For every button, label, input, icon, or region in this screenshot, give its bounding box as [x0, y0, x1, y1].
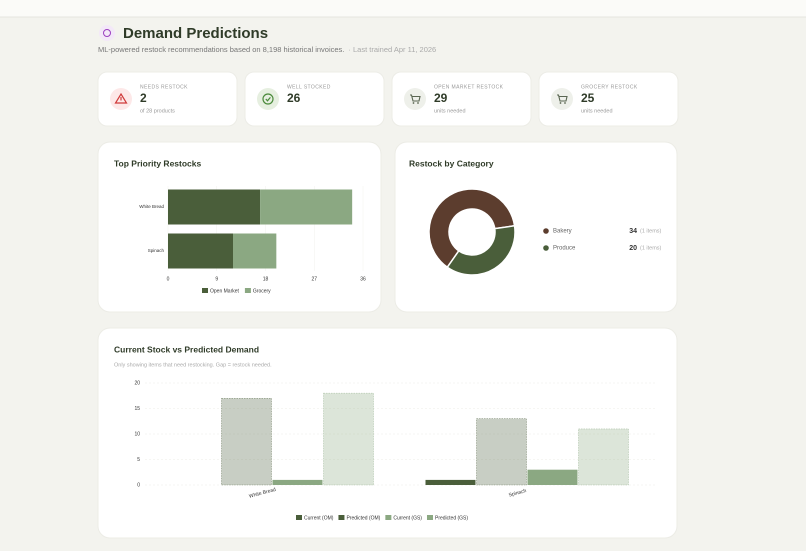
- card-icon: [257, 88, 279, 110]
- chart-subtitle: Only showing items that need restocking.…: [114, 362, 272, 368]
- x-tick-label: 27: [311, 276, 317, 282]
- legend-label: Grocery: [253, 288, 271, 294]
- chart-title: Top Priority Restocks: [114, 158, 201, 168]
- y-tick-label: 10: [134, 431, 140, 437]
- donut-slice: [446, 224, 516, 276]
- card-icon-glyph: [559, 102, 562, 104]
- page-subtitle: ML-powered restock recommendations based…: [98, 45, 344, 54]
- legend-value: 20: [629, 245, 637, 252]
- y-tick-label: Spinach: [148, 248, 165, 253]
- card-sub: units needed: [581, 108, 613, 114]
- stat-card: [538, 71, 679, 127]
- bar-segment: [233, 233, 277, 269]
- card-label: NEEDS RESTOCK: [140, 84, 188, 90]
- legend-note: (1 items): [640, 245, 662, 251]
- card-value: 26: [287, 91, 301, 105]
- bar: [527, 469, 578, 485]
- panel: [97, 327, 678, 539]
- card-label: WELL STOCKED: [287, 84, 331, 90]
- legend-swatch: [338, 515, 345, 520]
- legend-label: Open Market: [210, 288, 240, 294]
- legend-swatch: [296, 515, 302, 520]
- card-sub: of 28 products: [140, 108, 175, 114]
- card-icon-glyph: [417, 102, 419, 104]
- y-tick-label: White Bread: [139, 204, 164, 209]
- donut-slice: [428, 188, 516, 269]
- card-value: 29: [434, 91, 448, 105]
- bar: [476, 418, 527, 486]
- legend-label: Predicted (OM): [346, 515, 380, 521]
- card-label: GROCERY RESTOCK: [581, 84, 638, 90]
- card-icon-glyph: [265, 97, 271, 102]
- legend-swatch: [244, 288, 251, 293]
- y-tick-label: 5: [137, 457, 140, 463]
- legend-label: Predicted (GS): [435, 515, 468, 521]
- card-value: 25: [581, 91, 595, 105]
- card-value: 2: [140, 91, 147, 105]
- panel: [97, 141, 382, 313]
- header-icon-glyph: [103, 29, 111, 37]
- bar-segment: [168, 233, 233, 269]
- card-label: OPEN MARKET RESTOCK: [434, 84, 504, 90]
- stat-card: [391, 71, 532, 127]
- x-tick-label: 18: [263, 276, 269, 282]
- chart-title: Restock by Category: [409, 158, 494, 168]
- legend-dot: [543, 245, 549, 251]
- stat-card: [244, 71, 385, 127]
- card-icon-glyph: [114, 92, 128, 104]
- card-icon-glyph: [262, 93, 274, 105]
- y-tick-label: 20: [134, 380, 140, 386]
- bar: [578, 428, 629, 486]
- header-icon: [99, 25, 115, 41]
- legend-label: Bakery: [553, 229, 572, 235]
- card-icon-glyph: [410, 94, 421, 102]
- x-tick-label: 9: [215, 276, 218, 282]
- legend-label: Current (OM): [304, 515, 334, 521]
- x-tick-label: Spinach: [508, 488, 527, 499]
- card-icon-glyph: [412, 102, 415, 104]
- bar: [323, 392, 374, 486]
- legend-dot: [543, 228, 549, 234]
- x-tick-label: 36: [360, 276, 366, 282]
- y-tick-label: 15: [134, 406, 140, 412]
- card-icon-glyph: [564, 102, 566, 104]
- card-icon: [404, 88, 426, 110]
- bar: [221, 397, 272, 486]
- legend-swatch: [426, 515, 433, 520]
- legend-label: Current (GS): [393, 515, 422, 521]
- last-trained: · Last trained Apr 11, 2026: [348, 45, 436, 54]
- legend-label: Produce: [553, 246, 576, 252]
- legend-value: 34: [629, 228, 637, 235]
- bar-segment: [260, 189, 353, 225]
- x-tick-label: 0: [167, 276, 170, 282]
- stat-card: [97, 71, 238, 127]
- bar-segment: [168, 189, 261, 225]
- page-title: Demand Predictions: [123, 25, 268, 42]
- card-icon-glyph: [557, 94, 568, 102]
- y-tick-label: 0: [137, 482, 140, 488]
- card-icon: [551, 88, 573, 110]
- card-sub: units needed: [434, 108, 466, 114]
- legend-swatch: [385, 515, 392, 520]
- bar: [425, 479, 476, 485]
- bar: [272, 479, 323, 485]
- chart-title: Current Stock vs Predicted Demand: [114, 344, 259, 354]
- legend-note: (1 items): [640, 228, 662, 234]
- legend-swatch: [202, 288, 208, 293]
- top-bar: [0, 0, 806, 17]
